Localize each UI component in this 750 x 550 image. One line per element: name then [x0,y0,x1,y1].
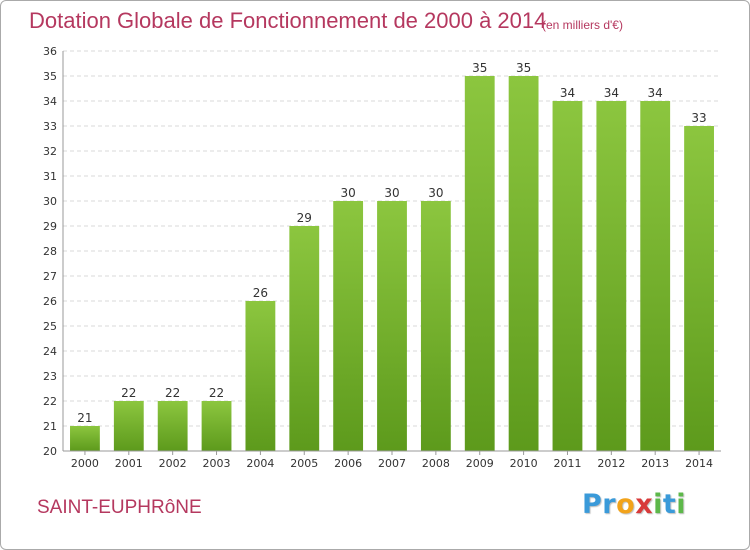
logo-letter-3: x [635,489,654,520]
y-tick-label-35: 35 [43,70,57,83]
logo-letter-6: i [676,489,687,520]
bar-2004 [245,301,276,451]
y-tick-label-25: 25 [43,320,57,333]
x-tick-label-2000: 2000 [71,457,99,470]
bar-2013 [640,101,671,451]
y-tick-label-27: 27 [43,270,57,283]
value-label-2003: 22 [209,386,224,400]
bar-2001 [113,401,144,451]
value-label-2006: 30 [340,186,355,200]
logo-letter-5: t [662,489,677,520]
bar-2005 [289,226,320,451]
value-label-2005: 29 [297,211,312,225]
value-label-2004: 26 [253,286,268,300]
y-tick-label-20: 20 [43,445,57,458]
bar-2012 [596,101,627,451]
x-tick-label-2008: 2008 [422,457,450,470]
x-tick-label-2004: 2004 [246,457,274,470]
unit-note: (en milliers d'€) [542,18,623,32]
x-tick-label-2003: 2003 [203,457,231,470]
y-tick-label-31: 31 [43,170,57,183]
x-tick-label-2013: 2013 [641,457,669,470]
x-tick-label-2002: 2002 [159,457,187,470]
y-tick-label-24: 24 [43,345,57,358]
y-tick-label-36: 36 [43,45,57,58]
y-tick-label-34: 34 [43,95,57,108]
y-tick-label-28: 28 [43,245,57,258]
value-label-2011: 34 [560,86,575,100]
bar-2006 [333,201,364,451]
x-tick-label-2010: 2010 [510,457,538,470]
y-tick-label-26: 26 [43,295,57,308]
bar-2011 [552,101,583,451]
value-label-2014: 33 [691,111,706,125]
x-tick-label-2011: 2011 [553,457,581,470]
logo-letter-1: r [602,489,617,520]
x-tick-label-2001: 2001 [115,457,143,470]
proxiti-logo: Proxiti [582,489,686,520]
bars-layer: 21 22 22 22 26 29 30 30 30 35 35 34 34 34 33 [70,61,714,451]
value-label-2000: 21 [77,411,92,425]
x-tick-label-2006: 2006 [334,457,362,470]
y-tick-label-23: 23 [43,370,57,383]
logo-letter-4: i [653,489,663,520]
x-tick-label-2005: 2005 [290,457,318,470]
y-tick-label-29: 29 [43,220,57,233]
value-label-2010: 35 [516,61,531,75]
value-label-2012: 34 [604,86,619,100]
bar-2003 [201,401,232,451]
logo-letter-0: P [582,489,603,520]
y-tick-label-32: 32 [43,145,57,158]
y-tick-label-33: 33 [43,120,57,133]
x-tick-label-2009: 2009 [466,457,494,470]
y-tick-label-22: 22 [43,395,57,408]
bar-2007 [377,201,407,451]
value-label-2009: 35 [472,61,487,75]
bar-2014 [684,126,714,451]
x-tick-label-2012: 2012 [597,457,625,470]
value-label-2002: 22 [165,386,180,400]
commune-name: SAINT-EUPHRôNE [37,497,202,518]
bar-2002 [157,401,188,451]
logo-letter-2: o [616,489,636,520]
x-tick-label-2007: 2007 [378,457,406,470]
y-tick-label-21: 21 [43,420,57,433]
axis-layer: 20 21 22 23 24 25 26 27 28 29 30 31 32 33 34 35 36 2000 20… [43,45,721,470]
bar-2000 [70,426,100,451]
value-label-2007: 30 [384,186,399,200]
bar-2010 [508,76,539,451]
x-tick-label-2014: 2014 [685,457,713,470]
bar-2008 [420,201,451,451]
y-tick-label-30: 30 [43,195,57,208]
bar-2009 [464,76,495,451]
value-label-2008: 30 [428,186,443,200]
chart-title: Dotation Globale de Fonctionnement de 20… [29,8,547,33]
value-label-2013: 34 [648,86,663,100]
value-label-2001: 22 [121,386,136,400]
